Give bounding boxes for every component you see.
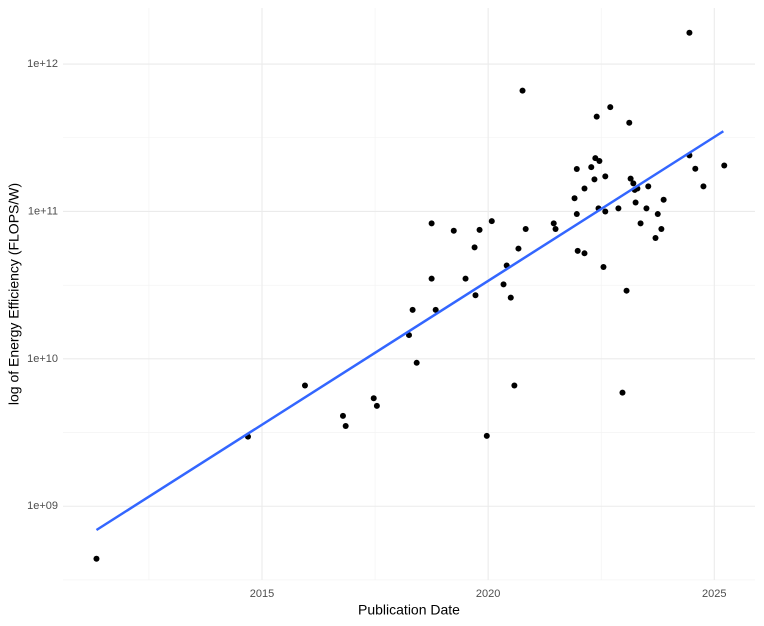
point xyxy=(721,162,728,169)
point xyxy=(581,185,588,192)
point xyxy=(593,113,600,120)
point xyxy=(627,175,634,182)
point xyxy=(686,29,693,36)
point xyxy=(645,183,652,190)
point xyxy=(519,87,526,94)
point xyxy=(571,195,578,202)
point xyxy=(581,250,588,257)
point xyxy=(652,235,659,242)
y-tick-label: 1e+10 xyxy=(27,353,58,365)
y-axis-title: log of Energy Efficiency (FLOPS/W) xyxy=(6,183,22,405)
point xyxy=(409,306,416,313)
point xyxy=(591,176,598,183)
y-tick-label: 1e+11 xyxy=(28,205,58,217)
point xyxy=(654,211,661,218)
point xyxy=(626,119,633,126)
point xyxy=(692,165,699,172)
point xyxy=(623,287,630,294)
point xyxy=(507,294,514,301)
point xyxy=(643,205,650,212)
point xyxy=(339,412,346,419)
point xyxy=(573,166,580,173)
point xyxy=(515,245,522,252)
point xyxy=(600,263,607,270)
point xyxy=(476,226,483,233)
grid xyxy=(63,8,755,581)
point xyxy=(500,281,507,288)
x-axis-title: Publication Date xyxy=(358,602,460,618)
point xyxy=(607,104,614,111)
point xyxy=(615,205,622,212)
point xyxy=(632,199,639,206)
point xyxy=(660,196,667,203)
x-tick-label: 2020 xyxy=(476,588,500,600)
point xyxy=(93,555,100,562)
point xyxy=(432,306,439,313)
point xyxy=(462,275,469,282)
point xyxy=(550,220,557,227)
point xyxy=(522,226,529,233)
point xyxy=(602,208,609,215)
x-tick-label: 2025 xyxy=(702,588,726,600)
point xyxy=(488,218,495,225)
y-tick-label: 1e+09 xyxy=(27,500,58,512)
point xyxy=(428,220,435,227)
point xyxy=(596,157,603,164)
point xyxy=(370,395,377,402)
point xyxy=(700,183,707,190)
trend-line xyxy=(95,130,725,532)
point xyxy=(573,211,580,218)
point xyxy=(511,382,518,389)
point xyxy=(602,173,609,180)
point xyxy=(483,432,490,439)
x-tick-label: 2015 xyxy=(250,588,274,600)
point xyxy=(472,292,479,299)
y-tick-label: 1e+12 xyxy=(27,58,58,70)
point xyxy=(588,164,595,171)
point xyxy=(301,382,308,389)
point xyxy=(413,359,420,366)
point xyxy=(373,402,380,409)
point xyxy=(471,244,478,251)
point xyxy=(428,275,435,282)
point xyxy=(619,389,626,396)
point xyxy=(342,423,349,430)
point xyxy=(630,180,637,187)
point xyxy=(450,227,457,234)
point xyxy=(637,220,644,227)
point xyxy=(552,226,559,233)
point xyxy=(658,226,665,233)
point xyxy=(574,247,581,254)
